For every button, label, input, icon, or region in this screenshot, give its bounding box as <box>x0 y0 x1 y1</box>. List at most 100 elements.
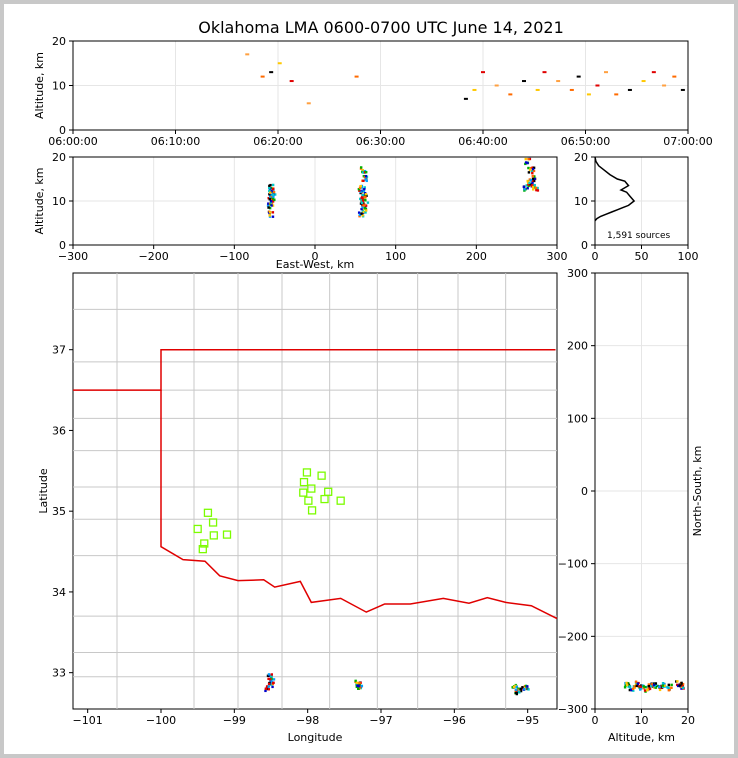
ns-source-point <box>652 683 656 687</box>
time-source-point <box>556 80 561 83</box>
ew-xtick-label: 200 <box>466 250 487 263</box>
ew-source-point <box>359 197 362 201</box>
ns-source-point <box>637 685 641 688</box>
ns-source-point <box>632 689 635 692</box>
ns-source-point <box>661 684 665 687</box>
ew-source-point <box>525 184 528 187</box>
time-ytick-label: 0 <box>59 124 66 137</box>
ns-source-point <box>667 688 671 692</box>
ns-source-point <box>658 688 662 692</box>
plan-source-point <box>358 686 361 689</box>
hist-xtick-label: 50 <box>635 250 649 263</box>
lma-station-marker <box>302 468 312 477</box>
ew-source-point <box>359 191 362 195</box>
ew-source-point <box>360 201 364 205</box>
ns-ytick-label: −100 <box>558 558 588 571</box>
lma-station-marker <box>307 484 316 493</box>
lma-station-marker <box>200 539 209 548</box>
ns-ytick-label: 100 <box>567 412 588 425</box>
lma-station-marker <box>317 471 326 480</box>
ew-source-point <box>361 214 364 217</box>
ew-source-point <box>531 179 534 182</box>
ns-source-point <box>647 687 650 691</box>
ew-source-point <box>536 186 539 190</box>
ew-source-point <box>269 183 272 187</box>
ew-source-point <box>364 174 368 178</box>
ew-source-point <box>359 166 363 169</box>
ns-source-point <box>646 689 649 692</box>
source-count-label: 1,591 sources <box>607 231 671 241</box>
ew-source-point <box>531 171 534 175</box>
ew-source-point <box>358 213 362 217</box>
ew-source-point <box>361 199 365 202</box>
ns-ytick-label: −300 <box>558 703 588 716</box>
ns-source-point <box>666 686 669 689</box>
plan-ylabel: Latitude <box>37 468 50 514</box>
time-source-point <box>576 75 581 78</box>
lma-station-marker <box>203 508 213 517</box>
ew-source-point <box>530 184 534 188</box>
ew-source-point <box>270 204 273 207</box>
plan-source-point <box>514 688 518 691</box>
ns-source-point <box>676 684 680 688</box>
plan-source-point <box>357 687 360 690</box>
ns-source-point <box>633 686 636 689</box>
ew-source-point <box>358 214 361 218</box>
ew-source-point <box>266 204 270 207</box>
ew-source-point <box>366 201 370 204</box>
plan-source-point <box>265 685 269 688</box>
time-xtick-label: 06:30:00 <box>356 135 405 148</box>
ew-source-point <box>268 214 271 217</box>
plan-source-point <box>358 681 361 685</box>
plan-source-point <box>267 673 271 676</box>
ew-source-point <box>532 188 535 191</box>
ew-source-point <box>365 194 368 197</box>
ew-source-point <box>270 189 274 193</box>
ew-source-point <box>534 186 538 190</box>
ew-source-point <box>364 211 367 214</box>
state-border-red-river <box>160 390 558 620</box>
hist-xtick-label: 100 <box>678 250 699 263</box>
ns-source-point <box>648 687 652 691</box>
ew-source-point <box>267 206 270 209</box>
time-source-point <box>662 84 667 87</box>
ew-source-point <box>532 166 536 169</box>
lma-station-marker <box>336 496 345 505</box>
time-xtick-label: 06:50:00 <box>561 135 610 148</box>
hist-ytick-label: 20 <box>574 151 588 164</box>
plan-ytick-label: 33 <box>52 667 66 680</box>
time-source-point <box>672 75 677 78</box>
plan-source-point <box>357 684 360 688</box>
ns-source-point <box>656 684 659 688</box>
plan-xtick-label: −100 <box>146 714 176 727</box>
time-source-point <box>269 71 274 74</box>
ew-source-point <box>273 193 277 196</box>
plan-source-point <box>519 689 523 693</box>
ew-source-point <box>365 179 368 183</box>
ns-source-point <box>647 683 651 686</box>
ew-source-point <box>271 215 275 218</box>
ew-source-point <box>364 209 368 212</box>
ns-source-point <box>680 681 683 685</box>
ns-source-point <box>651 683 654 686</box>
hist-ytick-label: 10 <box>574 195 588 208</box>
ew-source-point <box>271 211 275 214</box>
ew-source-point <box>524 162 527 166</box>
time-source-point <box>463 97 468 100</box>
ew-source-point <box>272 191 276 194</box>
ew-source-point <box>269 200 273 203</box>
ew-source-point <box>531 167 535 171</box>
time-source-point <box>569 88 574 91</box>
ns-source-point <box>676 680 679 683</box>
plan-ytick-label: 36 <box>52 424 66 437</box>
ew-source-point <box>526 179 529 183</box>
time-source-point <box>595 84 600 87</box>
ew-source-point <box>528 168 532 172</box>
ns-source-point <box>661 685 665 689</box>
ew-source-point <box>363 187 366 191</box>
ns-ytick-label: 0 <box>581 485 588 498</box>
time-source-point <box>614 93 619 96</box>
ns-ytick-label: 200 <box>567 340 588 353</box>
ew-source-point <box>271 204 275 207</box>
ew-source-point <box>273 198 276 202</box>
